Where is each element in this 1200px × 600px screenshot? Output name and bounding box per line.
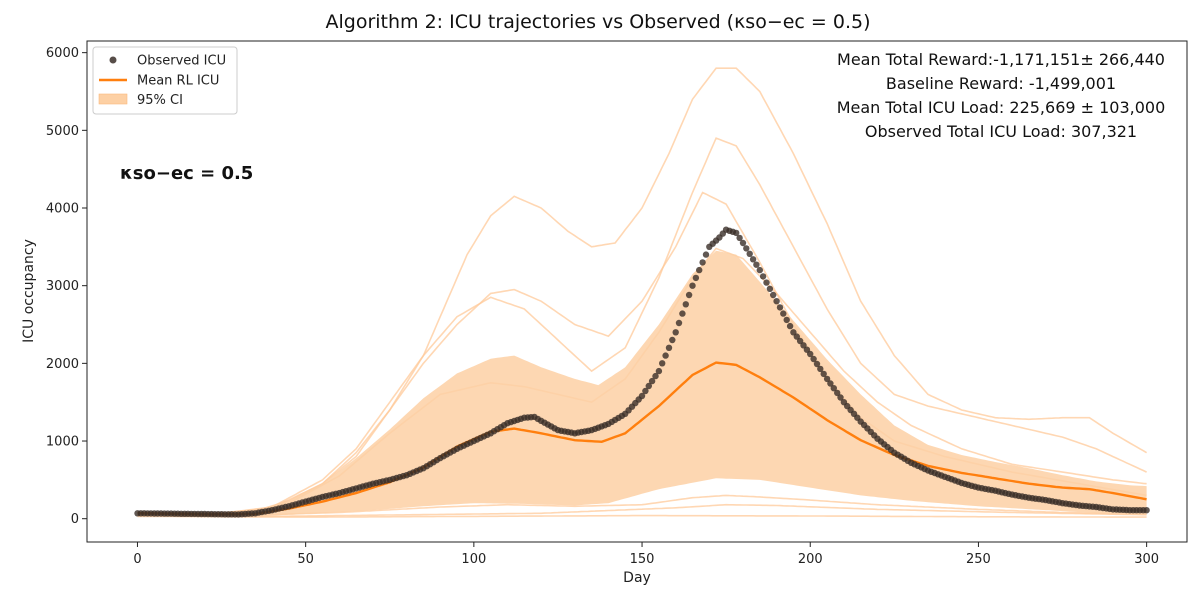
observed-point xyxy=(834,389,841,397)
observed-point xyxy=(702,251,710,258)
observed-point xyxy=(773,298,780,305)
observed-point xyxy=(807,350,814,358)
observed-point xyxy=(746,250,753,257)
observed-point xyxy=(790,329,797,336)
x-tick-label: 150 xyxy=(630,552,655,567)
observed-point xyxy=(759,273,767,280)
mean-rl-line xyxy=(137,361,1147,516)
observed-point xyxy=(800,342,807,349)
legend: Observed ICU Mean RL ICU 95% CI xyxy=(92,46,238,115)
stats-observed-icu-load: Observed Total ICU Load: 307,321 xyxy=(865,122,1137,141)
observed-points-layer xyxy=(134,226,1150,518)
observed-point xyxy=(655,367,663,375)
observed-point xyxy=(1143,507,1150,514)
legend-ci-label: 95% CI xyxy=(137,93,183,108)
observed-point xyxy=(679,310,686,317)
x-tick-label: 50 xyxy=(297,552,314,567)
x-tick-label: 200 xyxy=(798,552,823,567)
observed-point xyxy=(675,319,683,327)
observed-point xyxy=(837,394,844,401)
y-tick-label: 3000 xyxy=(46,279,79,294)
observed-point xyxy=(699,259,706,266)
x-tick-label: 250 xyxy=(966,552,991,567)
observed-point xyxy=(823,375,831,383)
x-tick-label: 300 xyxy=(1134,552,1159,567)
observed-point xyxy=(827,380,834,387)
observed-point xyxy=(817,365,824,373)
stats-annotation: Mean Total Reward:-1,171,151± 266,440 Ba… xyxy=(837,50,1166,141)
stats-mean-reward: Mean Total Reward:-1,171,151± 266,440 xyxy=(837,50,1165,69)
observed-point xyxy=(820,370,827,378)
legend-box xyxy=(92,46,238,115)
legend-observed-marker xyxy=(109,56,117,64)
observed-point xyxy=(682,301,689,308)
observed-point xyxy=(810,355,817,363)
observed-point xyxy=(753,261,760,268)
y-tick-label: 5000 xyxy=(46,124,79,139)
x-axis-ticks: 0 50 100 150 200 250 300 xyxy=(133,542,1159,567)
observed-point xyxy=(689,282,696,289)
y-axis-label: ICU occupancy xyxy=(21,239,37,343)
legend-mean-label: Mean RL ICU xyxy=(137,74,219,89)
observed-point xyxy=(749,256,757,263)
legend-observed-label: Observed ICU xyxy=(137,54,226,69)
rl-trajectory-line xyxy=(137,514,1147,518)
observed-point xyxy=(665,344,673,351)
ci-band-layer xyxy=(137,250,1147,517)
plot-frame xyxy=(86,40,1188,543)
observed-point xyxy=(648,377,656,385)
observed-point xyxy=(652,372,659,380)
rl-trajectory-line xyxy=(137,503,1147,518)
observed-point xyxy=(685,291,693,299)
observed-point xyxy=(669,336,676,344)
observed-point xyxy=(733,229,740,237)
observed-point xyxy=(736,234,743,242)
observed-point xyxy=(770,291,777,299)
y-tick-label: 6000 xyxy=(46,46,79,61)
observed-point xyxy=(756,266,763,274)
observed-point xyxy=(796,337,804,345)
observed-point xyxy=(780,310,787,317)
mean-line-layer xyxy=(137,361,1147,516)
observed-point xyxy=(766,285,774,292)
observed-point xyxy=(830,385,837,392)
kappa-annotation: κso−ec = 0.5 xyxy=(120,163,253,184)
observed-point xyxy=(638,392,646,400)
y-tick-label: 0 xyxy=(71,512,79,527)
observed-point xyxy=(776,304,784,311)
stats-baseline-reward: Baseline Reward: -1,499,001 xyxy=(886,74,1116,93)
observed-point xyxy=(783,316,790,324)
observed-point xyxy=(662,352,669,359)
observed-point xyxy=(743,245,750,252)
chart-title: Algorithm 2: ICU trajectories vs Observe… xyxy=(326,11,871,33)
stats-mean-icu-load: Mean Total ICU Load: 225,669 ± 103,000 xyxy=(837,98,1166,117)
y-tick-label: 1000 xyxy=(46,435,79,450)
observed-point xyxy=(813,360,821,368)
y-tick-label: 4000 xyxy=(46,202,79,217)
observed-point xyxy=(763,279,770,286)
rl-trajectory-line xyxy=(137,137,1147,515)
observed-point xyxy=(786,322,794,330)
y-axis-ticks: 0 1000 2000 3000 4000 5000 6000 xyxy=(46,46,87,527)
observed-point xyxy=(642,387,649,395)
y-tick-label: 2000 xyxy=(46,357,79,372)
legend-ci-marker xyxy=(98,93,128,105)
observed-point xyxy=(659,360,666,367)
observed-point xyxy=(739,239,747,247)
observed-point xyxy=(645,382,652,390)
x-axis-label: Day xyxy=(623,570,651,586)
ci-band xyxy=(137,250,1147,517)
x-tick-label: 0 xyxy=(133,552,141,567)
observed-point xyxy=(793,333,800,340)
observed-point xyxy=(692,274,700,282)
x-tick-label: 100 xyxy=(461,552,486,567)
observed-point xyxy=(672,329,679,336)
observed-point xyxy=(696,266,703,274)
